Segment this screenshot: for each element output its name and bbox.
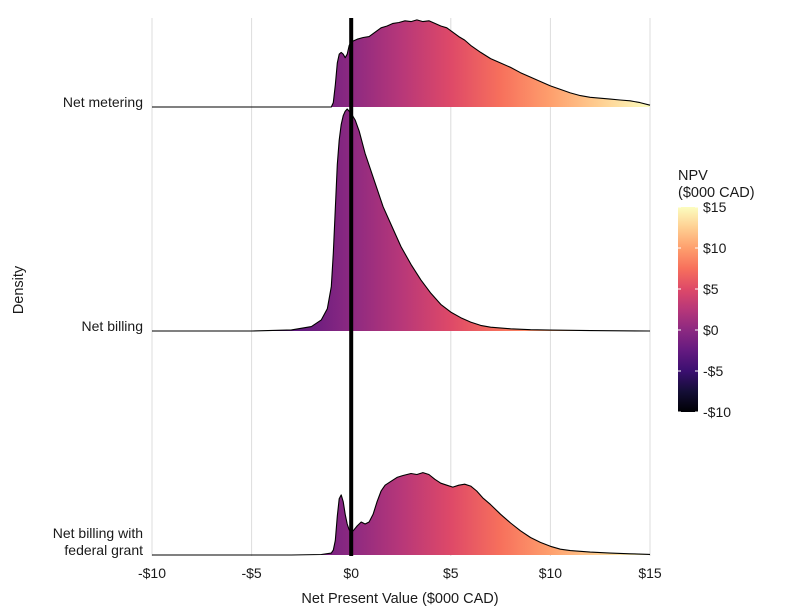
ridge-outline (152, 19, 651, 108)
colorbar-tick-label: $0 (703, 322, 719, 338)
colorbar-tick-label: $5 (703, 281, 719, 297)
x-tick-label: -$5 (241, 565, 261, 581)
ridge-outline (152, 472, 651, 556)
category-label: Net billing (82, 318, 143, 334)
x-axis-title: Net Present Value ($000 CAD) (301, 591, 498, 607)
ridgelines (152, 19, 651, 556)
x-tick-label: $5 (443, 565, 459, 581)
x-tick-label: $10 (539, 565, 563, 581)
ridge-outline (152, 108, 651, 332)
legend-title: ($000 CAD) (678, 185, 755, 201)
colorbar-tick-label: -$10 (703, 404, 731, 420)
colorbar-tick-label: $15 (703, 199, 727, 215)
ridge-area (152, 472, 650, 555)
ridge-series (152, 472, 651, 556)
ridge-area (152, 109, 650, 331)
x-tick-label: $0 (343, 565, 359, 581)
colorbar (678, 207, 698, 412)
x-tick-label: $15 (638, 565, 662, 581)
colorbar-tick-label: -$5 (703, 363, 723, 379)
ridge-series (152, 19, 651, 108)
ridge-area (152, 19, 650, 107)
category-label: Net metering (63, 94, 143, 110)
y-axis-title: Density (11, 265, 27, 314)
x-tick-labels: -$10 -$5 $0 $5 $10 $15 (138, 565, 662, 581)
category-label: federal grant (64, 542, 143, 558)
color-legend: NPV($000 CAD)$15 $10 $5 $0 -$5 -$10 (678, 168, 755, 420)
x-tick-label: -$10 (138, 565, 166, 581)
colorbar-tick-label: $10 (703, 240, 727, 256)
category-label: Net billing with (53, 525, 143, 541)
y-category-labels: Net metering Net billing Net billing withf… (53, 94, 143, 558)
legend-title: NPV (678, 168, 708, 184)
ridge-series (152, 108, 651, 332)
